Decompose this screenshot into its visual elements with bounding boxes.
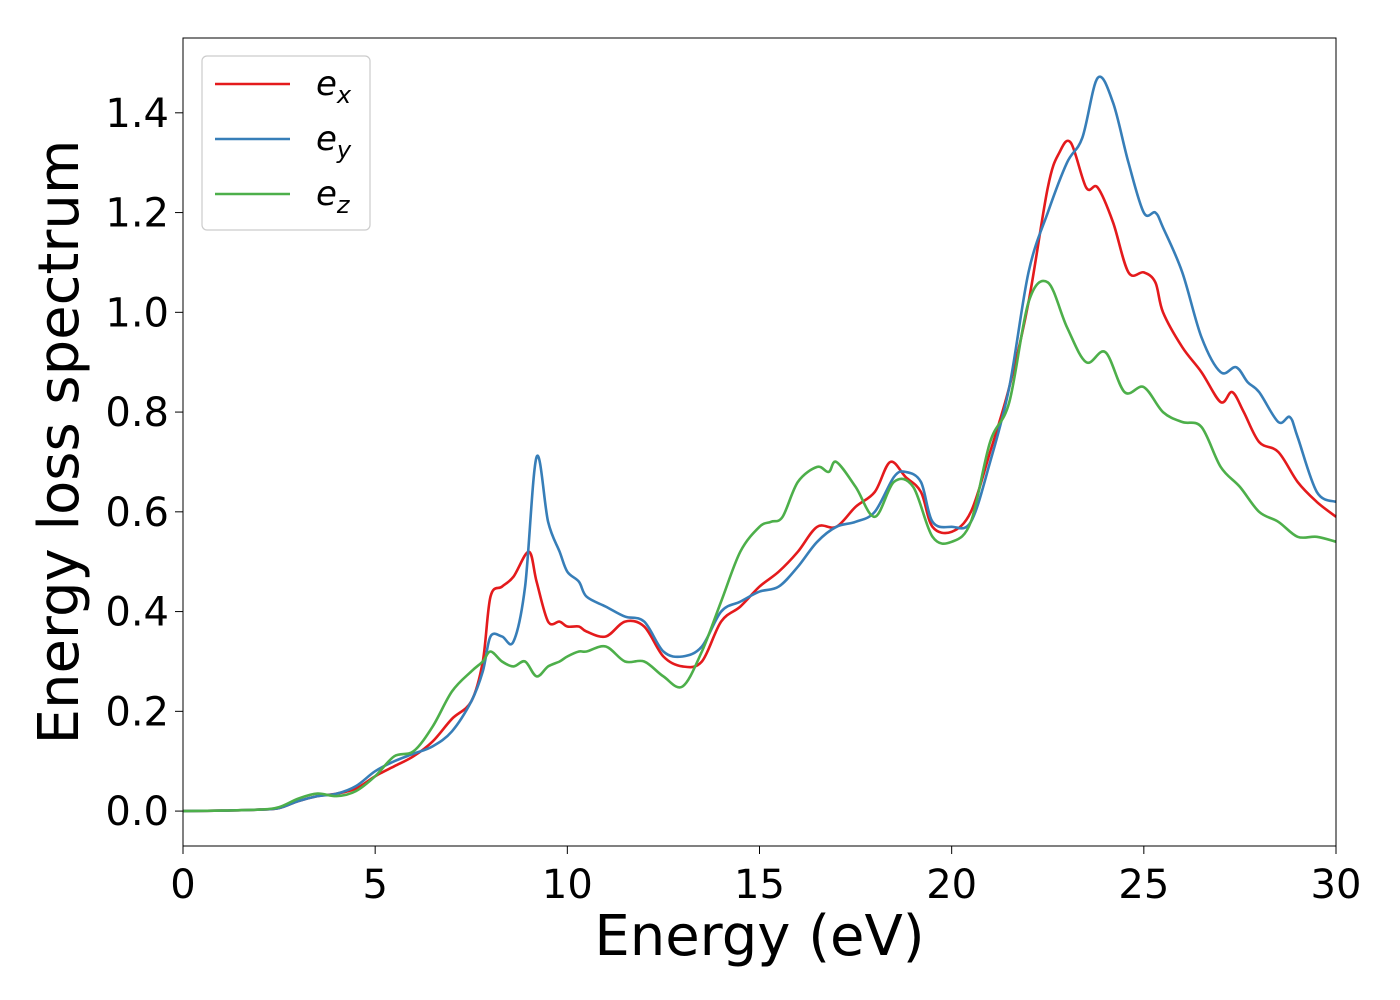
y-tick-label: 0.2 <box>105 689 169 735</box>
y-axis-title: Energy loss spectrum <box>27 140 92 745</box>
x-tick-label: 10 <box>542 862 593 908</box>
series-line-y <box>182 75 1337 813</box>
y-tick-label: 1.2 <box>105 191 169 237</box>
x-tick-label: 5 <box>362 862 387 908</box>
y-tick-label: 1.4 <box>105 91 169 137</box>
y-axis: 0.0 0.2 0.4 0.6 0.8 1.0 1.2 1.4 <box>105 91 183 835</box>
legend-frame <box>201 55 371 231</box>
x-axis: 0 5 10 15 20 25 30 <box>170 846 1361 908</box>
y-tick-label: 0.0 <box>105 789 169 835</box>
x-tick-label: 15 <box>734 862 785 908</box>
series-line-z <box>182 279 1337 813</box>
x-tick-label: 0 <box>170 862 195 908</box>
x-tick-label: 25 <box>1118 862 1169 908</box>
plot-background <box>183 38 1336 846</box>
y-tick-label: 0.6 <box>105 490 169 536</box>
y-tick-label: 0.8 <box>105 390 169 436</box>
x-axis-title: Energy (eV) <box>594 904 924 969</box>
x-tick-label: 30 <box>1311 862 1362 908</box>
y-tick-label: 1.0 <box>105 290 169 336</box>
x-tick-label: 20 <box>926 862 977 908</box>
series-line-x <box>182 139 1337 813</box>
y-tick-label: 0.4 <box>105 590 169 636</box>
legend-label-y: ey <box>316 119 352 164</box>
series-layer <box>182 75 1337 813</box>
